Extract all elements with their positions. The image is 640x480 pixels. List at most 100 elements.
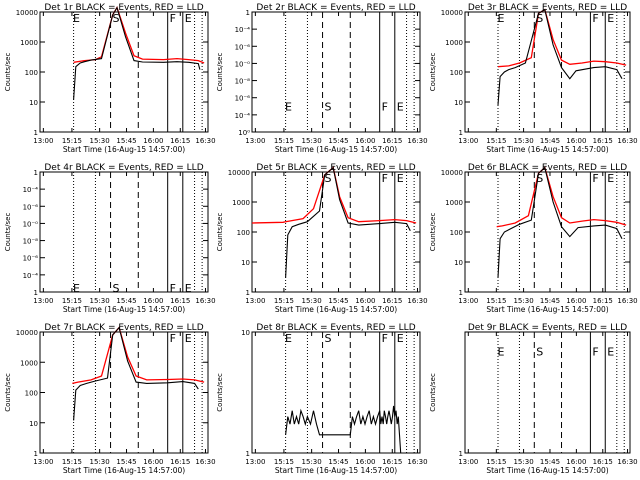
y-axis-label: Counts/sec <box>429 213 437 252</box>
series-black-line <box>285 166 411 278</box>
phase-marker: E <box>73 282 80 295</box>
x-tick-label: 15:15 <box>274 297 294 305</box>
x-tick-label: 13:00 <box>33 137 53 145</box>
panel-title: Det 2r BLACK = Events, RED = LLD <box>256 3 415 13</box>
x-tick-label: 15:30 <box>90 297 110 305</box>
x-tick-label: 15:15 <box>486 458 506 466</box>
x-tick-label: 16:00 <box>566 458 586 466</box>
panel-title: Det 9r BLACK = Events, RED = LLD <box>468 323 627 333</box>
plot-frame <box>464 331 631 454</box>
panel-det-7: 1 10 100 1000 10000 13:00 15:15 15:30 15:45 16:00… <box>4 323 216 475</box>
y-tick-label: 10000 <box>441 169 463 177</box>
panel-title: Det 5r BLACK = Events, RED = LLD <box>256 163 415 173</box>
phase-marker: F <box>592 172 598 185</box>
plot-frame <box>39 171 209 293</box>
series-red-line <box>496 166 627 228</box>
x-tick-label: 13:00 <box>458 458 478 466</box>
x-tick-label: 13:00 <box>245 458 265 466</box>
plot-frame <box>251 11 421 133</box>
x-tick-label: 15:15 <box>274 458 294 466</box>
phase-marker: E <box>497 12 504 25</box>
x-tick-label: 16:15 <box>382 137 402 145</box>
plot-frame <box>251 331 421 454</box>
x-tick-label: 15:45 <box>540 137 560 145</box>
phase-marker: F <box>170 332 176 345</box>
x-tick-label: 13:00 <box>458 137 478 145</box>
x-axis-label: Start Time (16-Aug-15 14:57:00) <box>63 305 185 314</box>
panel-det-5: 1 10 100 1000 10000 13:00 15:15 15:30 15:45 16:00… <box>216 163 428 314</box>
phase-marker: E <box>185 332 192 345</box>
y-tick-label: 10⁻⁴ <box>23 272 39 280</box>
x-tick-label: 15:30 <box>513 137 533 145</box>
y-tick-label: 10⁻⁶ <box>235 43 251 51</box>
panel-det-3: 1 10 100 1000 10000 13:00 15:15 15:30 15:45 16:00… <box>429 3 638 154</box>
panel-title: Det 1r BLACK = Events, RED = LLD <box>44 3 203 13</box>
x-tick-label: 16:30 <box>407 458 427 466</box>
x-axis-label: Start Time (16-Aug-15 14:57:00) <box>63 466 185 475</box>
panel-title: Det 3r BLACK = Events, RED = LLD <box>468 3 627 13</box>
x-tick-label: 15:45 <box>540 458 560 466</box>
x-axis-label: Start Time (16-Aug-15 14:57:00) <box>486 305 608 314</box>
phase-marker: E <box>607 172 614 185</box>
x-tick-label: 16:30 <box>407 137 427 145</box>
x-tick-label: 13:00 <box>33 458 53 466</box>
y-tick-label: 1000 <box>445 199 463 207</box>
phase-marker: F <box>382 172 388 185</box>
y-tick-label: 10⁻⁴ <box>23 186 39 194</box>
phase-marker: E <box>397 100 404 113</box>
x-tick-label: 16:15 <box>382 297 402 305</box>
y-tick-label: 10⁻⁴ <box>235 26 251 34</box>
x-tick-label: 16:00 <box>143 458 163 466</box>
x-axis-label: Start Time (16-Aug-15 14:57:00) <box>486 145 608 154</box>
y-tick-label: 100 <box>25 390 38 398</box>
panel-title: Det 7r BLACK = Events, RED = LLD <box>44 323 203 333</box>
panel-title: Det 8r BLACK = Events, RED = LLD <box>256 323 415 333</box>
x-tick-label: 15:45 <box>328 458 348 466</box>
panel-det-2: 10⁰ 10⁻⁴ 10⁻⁶ 10⁻⁸ 10⁻⁰ 10⁻⁶ 10⁻⁴ 1 13:00 15:15 15… <box>216 3 428 154</box>
y-tick-label: 1 <box>34 169 38 177</box>
y-tick-label: 1 <box>34 129 38 137</box>
y-tick-label: 1 <box>459 450 463 458</box>
x-axis-label: Start Time (16-Aug-15 14:57:00) <box>275 145 397 154</box>
x-tick-label: 15:45 <box>328 297 348 305</box>
x-tick-label: 16:30 <box>407 297 427 305</box>
y-tick-label: 10000 <box>228 169 250 177</box>
y-tick-label: 1 <box>459 289 463 297</box>
series-black-line <box>497 8 623 105</box>
x-tick-label: 15:15 <box>62 297 82 305</box>
y-tick-label: 10⁰ <box>238 129 250 137</box>
y-tick-label: 10⁻⁶ <box>235 95 251 103</box>
x-axis-label: Start Time (16-Aug-15 14:57:00) <box>275 305 397 314</box>
y-tick-label: 10⁻⁰ <box>235 60 251 68</box>
phase-marker: E <box>285 100 292 113</box>
y-tick-label: 1000 <box>20 359 38 367</box>
y-tick-label: 1 <box>246 9 250 17</box>
x-tick-label: 16:30 <box>617 458 637 466</box>
phase-marker: E <box>607 12 614 25</box>
x-tick-label: 13:00 <box>245 297 265 305</box>
x-axis-label: Start Time (16-Aug-15 14:57:00) <box>275 466 397 475</box>
phase-marker: S <box>113 282 120 295</box>
y-axis-label: Counts/sec <box>429 53 437 92</box>
x-tick-label: 15:15 <box>62 458 82 466</box>
panel-title: Det 4r BLACK = Events, RED = LLD <box>44 163 203 173</box>
phase-marker: E <box>185 282 192 295</box>
phase-marker: S <box>536 12 543 25</box>
phase-marker: E <box>397 332 404 345</box>
y-tick-label: 1 <box>246 450 250 458</box>
y-axis-label: Counts/sec <box>216 213 224 252</box>
y-tick-label: 1 <box>34 450 38 458</box>
y-tick-label: 1000 <box>232 199 250 207</box>
x-tick-label: 16:15 <box>593 297 613 305</box>
x-tick-label: 15:45 <box>540 297 560 305</box>
panel-det-6: 1 10 100 1000 10000 13:00 15:15 15:30 15:45 16:00… <box>429 163 638 314</box>
y-axis-label: Counts/sec <box>216 373 224 412</box>
x-tick-label: 15:15 <box>62 137 82 145</box>
phase-marker: F <box>382 100 388 113</box>
phase-marker: E <box>497 346 504 359</box>
panel-det-9: 113:00 15:15 15:30 15:45 16:00 16:15 16:30E S F E… <box>429 323 638 475</box>
phase-marker: F <box>170 12 176 25</box>
phase-marker: F <box>592 346 598 359</box>
